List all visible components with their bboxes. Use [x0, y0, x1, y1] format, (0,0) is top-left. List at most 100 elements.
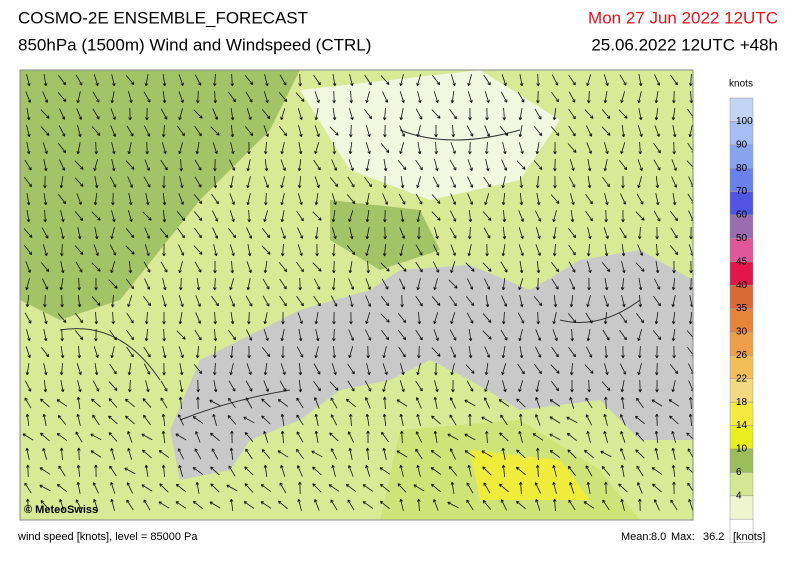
legend-label: 50	[736, 233, 748, 244]
wind-arrow	[127, 447, 133, 460]
wind-arrow	[653, 210, 661, 222]
wind-arrow	[247, 141, 251, 155]
wind-arrow	[91, 296, 101, 306]
wind-arrow	[346, 194, 356, 204]
wind-arrow	[229, 210, 235, 223]
wind-arrow	[229, 176, 234, 189]
wind-arrow	[569, 396, 575, 409]
wind-arrow	[653, 142, 661, 154]
wind-arrow	[467, 278, 474, 290]
wind-arrow	[365, 244, 371, 257]
wind-arrow	[483, 482, 491, 494]
wind-arrow	[60, 243, 64, 257]
wind-arrow	[399, 380, 405, 393]
wind-arrow	[94, 227, 99, 240]
wind-arrow	[672, 345, 676, 359]
wind-arrow	[109, 244, 117, 256]
wind-arrow	[25, 261, 31, 273]
wind-arrow	[280, 176, 285, 189]
wind-arrow	[413, 484, 425, 492]
wind-arrow	[534, 346, 542, 358]
wind-arrow	[364, 380, 372, 392]
wind-arrow	[602, 176, 610, 188]
wind-arrow	[278, 126, 288, 137]
wind-arrow	[230, 312, 235, 325]
wind-arrow	[638, 278, 643, 291]
wind-arrow	[434, 124, 438, 138]
wind-arrow	[25, 346, 31, 358]
wind-arrow	[397, 160, 407, 170]
wind-arrow	[246, 176, 251, 189]
wind-arrow	[143, 296, 152, 307]
wind-arrow	[128, 91, 133, 104]
wind-arrow	[245, 380, 253, 392]
wind-arrow	[261, 245, 271, 255]
wind-arrow	[620, 91, 626, 104]
wind-arrow	[297, 498, 302, 511]
wind-arrow	[227, 415, 237, 425]
wind-arrow	[396, 399, 408, 407]
wind-arrow	[125, 228, 135, 239]
wind-arrow	[465, 364, 475, 374]
wind-arrow	[108, 381, 118, 391]
wind-arrow	[194, 448, 202, 460]
wind-arrow	[74, 211, 84, 222]
wind-arrow	[672, 481, 676, 495]
wind-arrow	[415, 159, 423, 171]
wind-arrow	[383, 226, 387, 240]
wind-arrow	[162, 295, 167, 308]
wind-arrow	[347, 431, 354, 443]
wind-arrow	[567, 228, 577, 239]
wind-arrow	[434, 362, 438, 376]
wind-arrow	[518, 244, 524, 256]
wind-arrow	[75, 431, 83, 443]
wind-arrow	[621, 175, 625, 189]
wind-arrow	[621, 295, 626, 308]
wind-arrow	[145, 380, 150, 393]
wind-arrow	[91, 398, 101, 408]
wind-arrow	[621, 124, 626, 138]
wind-arrow	[76, 91, 81, 104]
wind-arrow	[604, 142, 609, 155]
wind-arrow	[638, 498, 642, 512]
legend-label: 6	[736, 467, 742, 478]
wind-arrow	[159, 483, 169, 493]
wind-arrow	[244, 466, 254, 476]
wind-arrow	[551, 381, 560, 392]
wind-arrow	[25, 413, 30, 426]
wind-arrow	[637, 244, 644, 256]
wind-arrow	[93, 74, 99, 87]
wind-arrow	[638, 141, 643, 155]
wind-arrow	[618, 160, 628, 171]
wind-arrow	[23, 245, 33, 256]
wind-arrow	[485, 243, 489, 257]
wind-arrow	[74, 160, 84, 170]
wind-arrow	[330, 397, 338, 409]
wind-arrow	[212, 73, 217, 87]
wind-arrow	[417, 226, 421, 240]
wind-arrow	[482, 466, 492, 476]
wind-arrow	[329, 432, 339, 442]
wind-arrow	[517, 91, 525, 103]
wind-arrow	[280, 413, 285, 426]
wind-arrow	[91, 126, 101, 136]
wind-arrow	[109, 176, 117, 188]
wind-arrow	[655, 175, 660, 189]
wind-arrow	[42, 413, 47, 426]
wind-arrow	[484, 91, 490, 104]
wind-arrow	[568, 244, 576, 256]
wind-arrow	[162, 278, 167, 291]
wind-arrow	[297, 108, 303, 121]
wind-arrow	[381, 431, 389, 443]
wind-arrow	[450, 363, 455, 376]
wind-arrow	[74, 177, 84, 187]
wind-arrow	[280, 142, 285, 155]
wind-arrow	[366, 430, 370, 444]
wind-arrow	[535, 329, 542, 341]
wind-arrow	[281, 311, 285, 325]
wind-arrow	[552, 481, 557, 494]
wind-arrow	[39, 484, 51, 492]
wind-arrow	[467, 74, 472, 87]
run-time: 25.06.2022 12UTC +48h	[591, 35, 778, 54]
wind-arrow	[587, 379, 591, 393]
